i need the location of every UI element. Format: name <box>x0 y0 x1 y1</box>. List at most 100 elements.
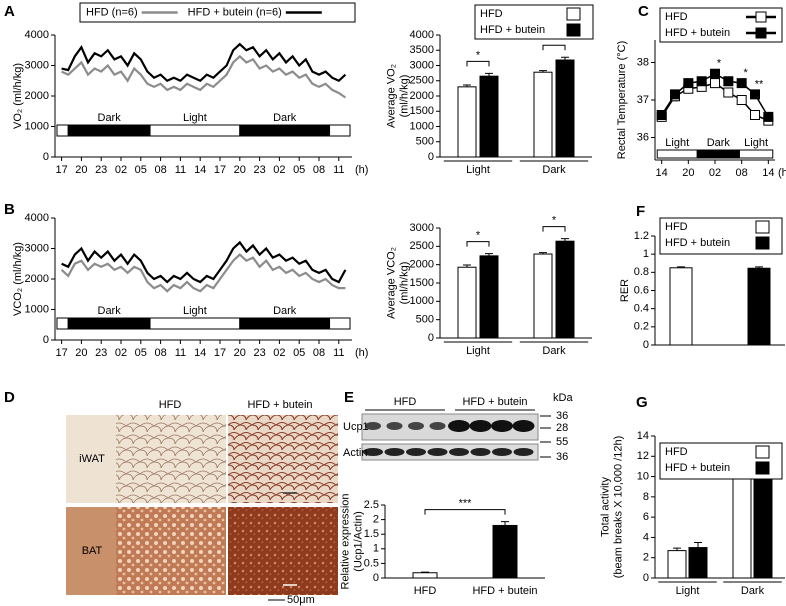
y-tick-label: 1.5 <box>364 528 379 540</box>
significance: * <box>476 49 481 61</box>
row-label: BAT <box>82 545 103 557</box>
x-tick-label: 20 <box>75 164 87 176</box>
panel-label: G <box>636 394 648 411</box>
x-tick-label: Dark <box>741 585 765 597</box>
y-axis-label: RER <box>619 279 631 302</box>
marker-label: 28 <box>556 422 568 434</box>
bar <box>479 255 499 339</box>
legend-swatch <box>566 7 581 21</box>
significance: ** <box>755 78 764 90</box>
significance: *** <box>459 498 473 510</box>
bar <box>747 267 771 346</box>
y-tick-label: 500 <box>416 136 434 148</box>
bar <box>492 524 518 579</box>
panel-label: D <box>4 389 15 406</box>
bar <box>753 469 773 579</box>
y-tick-label: 14 <box>637 430 649 442</box>
column-label: HFD <box>159 399 182 411</box>
y-tick-label: 12 <box>637 450 649 462</box>
y-tick-label: 2 <box>643 552 649 564</box>
period-bar <box>738 149 774 159</box>
y-axis-label: Relative expression <box>339 494 351 590</box>
x-tick-label: 23 <box>95 347 107 359</box>
legend-marker <box>755 27 767 39</box>
x-tick-label: 20 <box>682 167 694 179</box>
y-tick-label: 0 <box>373 572 379 584</box>
error-bar <box>463 84 471 87</box>
significance-bracket <box>542 44 566 51</box>
band <box>365 422 381 430</box>
bar <box>555 240 575 339</box>
x-tick-label: 08 <box>313 347 325 359</box>
period-bar <box>239 317 331 330</box>
y-axis-label: Total activity <box>599 477 611 537</box>
y-tick-label: 4 <box>643 531 649 543</box>
y-axis-label: VO₂ (ml/h/kg) <box>12 63 24 129</box>
y-tick-label: 3000 <box>25 59 49 71</box>
y-tick-label: 2000 <box>25 90 49 102</box>
legend-label: HFD <box>480 8 503 20</box>
significance: * <box>744 67 749 79</box>
error-bar <box>561 238 569 242</box>
y-tick-label: 2000 <box>410 90 434 102</box>
x-tick-label: 05 <box>293 164 305 176</box>
x-tick-label: 11 <box>175 347 186 359</box>
x-tick-label: Dark <box>542 164 566 176</box>
period-bar <box>67 124 151 137</box>
row-label: Ucp1 <box>343 421 369 433</box>
y-tick-label: 0.4 <box>634 303 649 315</box>
y-tick-label: 2000 <box>25 273 49 285</box>
image-margin <box>66 507 118 595</box>
x-tick-label: 20 <box>234 164 246 176</box>
series-line <box>61 54 347 99</box>
marker <box>710 68 720 79</box>
y-tick-label: 3000 <box>410 222 434 234</box>
y-tick-label: 3500 <box>410 44 434 56</box>
error-bar <box>539 70 547 73</box>
y-tick-label: 2.5 <box>364 499 379 511</box>
x-tick-label: 17 <box>214 164 226 176</box>
y-tick-label: 36 <box>637 131 649 143</box>
period-bar <box>239 124 331 137</box>
legend-box <box>79 2 356 23</box>
band <box>492 448 512 456</box>
y-axis-label: (ml/h/kg) <box>398 75 410 118</box>
x-tick-label: 14 <box>194 164 206 176</box>
image-margin <box>66 415 118 503</box>
y-tick-label: 0 <box>643 572 649 584</box>
legend-swatch <box>755 461 770 475</box>
period-label: Light <box>665 137 689 149</box>
y-tick-label: 500 <box>416 314 434 326</box>
marker <box>736 78 747 89</box>
scale-bar-label: 50μm <box>287 594 315 606</box>
period-bar <box>149 124 241 137</box>
legend-swatch <box>755 236 770 250</box>
band <box>448 420 470 432</box>
legend-label: HFD <box>665 11 688 23</box>
significance-bracket <box>542 226 566 232</box>
x-tick-label: Dark <box>542 345 566 357</box>
period-label: Light <box>744 137 768 149</box>
bar <box>479 75 499 158</box>
x-tick-label: 02 <box>709 167 721 179</box>
marker <box>656 110 667 120</box>
y-tick-label: 3000 <box>410 59 434 71</box>
group-label: HFD <box>394 396 417 408</box>
y-tick-label: 2000 <box>410 259 434 271</box>
marker <box>750 110 760 120</box>
period-label: Light <box>183 112 207 124</box>
legend-label: HFD <box>665 446 688 458</box>
error-bar <box>694 542 702 548</box>
legend-marker <box>755 11 767 23</box>
y-tick-label: 2 <box>373 514 379 526</box>
x-tick-label: 20 <box>75 347 87 359</box>
legend-label: HFD + butein <box>480 24 545 36</box>
x-tick-label: 11 <box>333 347 344 359</box>
y-tick-label: 1500 <box>410 105 434 117</box>
row-label: iWAT <box>79 453 105 465</box>
y-tick-label: 1 <box>643 248 649 260</box>
bar <box>669 267 693 346</box>
significance-bracket <box>466 60 490 67</box>
y-tick-label: 4000 <box>410 29 434 41</box>
